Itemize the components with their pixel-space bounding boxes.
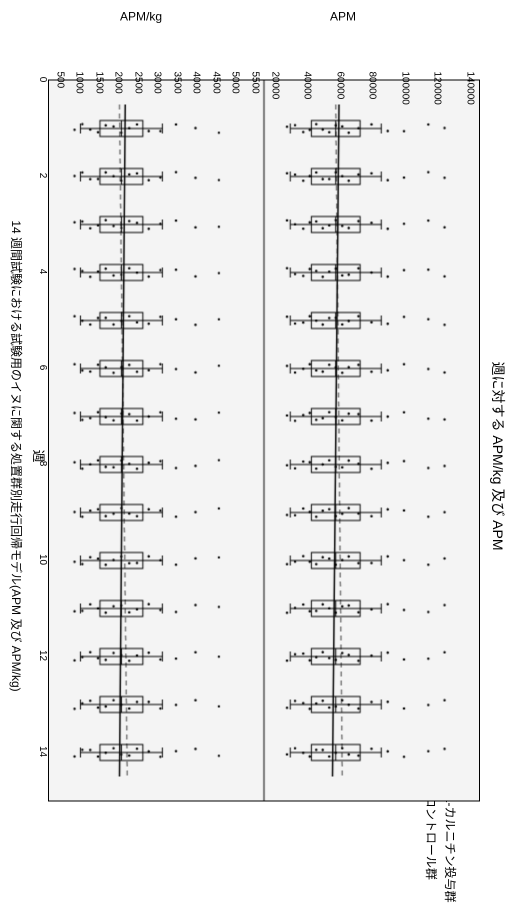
legend-label: L-カルニチン投与群 (442, 796, 459, 903)
y-tick: 120000 (432, 72, 443, 74)
y-tick: 3500 (172, 72, 183, 74)
y-tick: 2000 (113, 72, 124, 74)
y-tick: 3000 (152, 72, 163, 74)
y-tick: 5500 (250, 72, 261, 74)
chart-title-top: 週に対する APM/kg 及び APM (488, 0, 508, 913)
y-tick: 2500 (133, 72, 144, 74)
chart-title-bottom: 14 週間試験における試験用のイヌに関する処置群別走行回帰モデル(APM 及び … (8, 0, 25, 913)
y-tick: 100000 (400, 72, 411, 74)
y-tick: 4500 (211, 72, 222, 74)
y-tick: 4000 (191, 72, 202, 74)
rotated-figure: { "title_top": "週に対する APM/kg 及び APM", "t… (0, 0, 520, 913)
y-tick: 140000 (465, 72, 476, 74)
chart-canvas (49, 81, 479, 801)
y-tick: 40000 (302, 72, 313, 74)
plot-area (48, 80, 480, 802)
y-tick: 500 (55, 72, 66, 74)
y-tick: 80000 (367, 72, 378, 74)
x-axis-label: 週 (30, 0, 49, 913)
y-tick: 1500 (94, 72, 105, 74)
y-axis-label-apm: APM (330, 10, 356, 24)
y-tick: 1000 (74, 72, 85, 74)
y-tick: 60000 (335, 72, 346, 74)
y-tick: 5000 (230, 72, 241, 74)
y-axis-label-apmkg: APM/kg (120, 10, 162, 24)
y-tick: 20000 (270, 72, 281, 74)
legend-label: コントロール群 (423, 796, 440, 880)
